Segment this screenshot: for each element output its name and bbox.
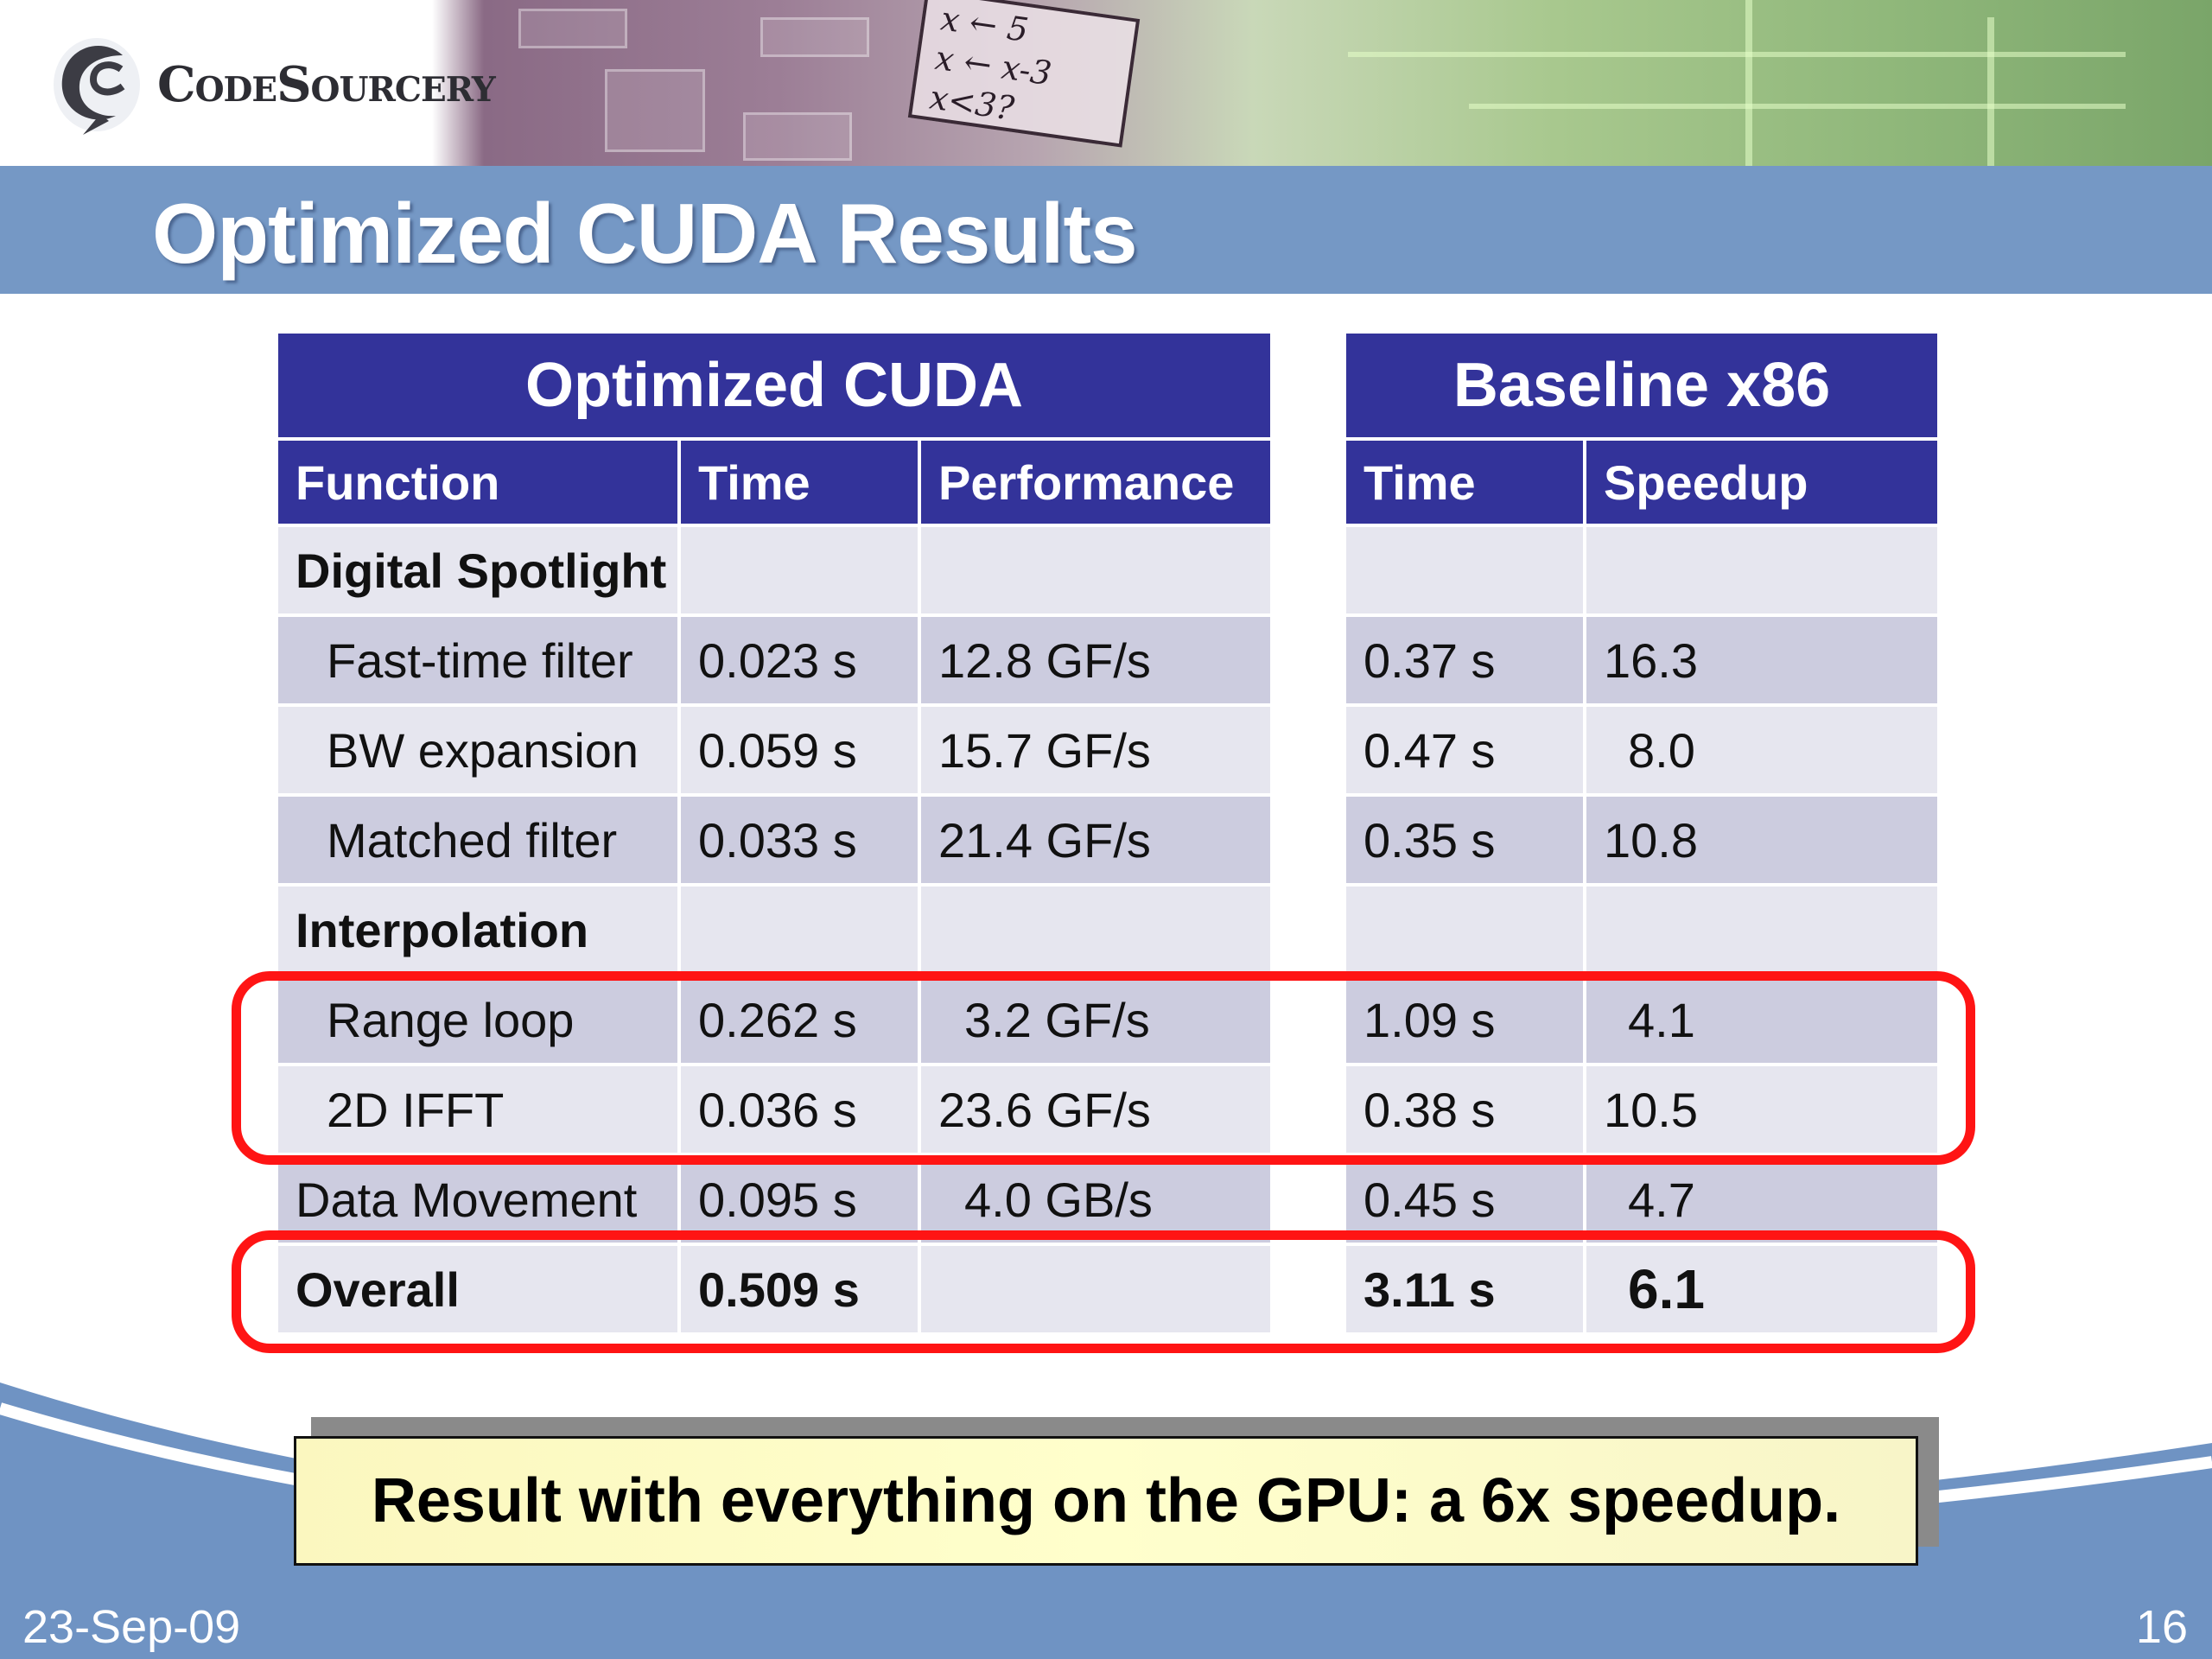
time-cell: 0.036 s (681, 1066, 918, 1153)
column-header-function: Function (278, 441, 677, 524)
summary-callout: Result with everything on the GPU: a 6x … (294, 1436, 1918, 1566)
speedup-cell: 6.1 (1586, 1246, 1938, 1332)
performance-cell: 12.8 GF/s (921, 617, 1270, 703)
table-row (1346, 527, 1938, 613)
banner-uml-box (518, 9, 627, 48)
highlight-interpolation-rows (232, 971, 1975, 1165)
cuda-group-header: Optimized CUDA (278, 334, 1270, 437)
speedup-cell (1586, 887, 1938, 973)
column-header-performance: Performance (921, 441, 1270, 524)
time-cell: 1.09 s (1346, 976, 1583, 1063)
table-row: Fast-time filter 0.023 s 12.8 GF/s (278, 617, 1270, 703)
circuit-trace (1987, 17, 1994, 166)
speedup-cell: 10.8 (1586, 797, 1938, 883)
time-cell: 0.45 s (1346, 1156, 1583, 1243)
time-cell: 0.38 s (1346, 1066, 1583, 1153)
function-cell: Interpolation (278, 887, 677, 973)
function-cell: Data Movement (278, 1156, 677, 1243)
speedup-cell: 4.1 (1586, 976, 1938, 1063)
time-cell (681, 527, 918, 613)
function-cell: Fast-time filter (278, 617, 677, 703)
table-row: BW expansion 0.059 s 15.7 GF/s (278, 707, 1270, 793)
function-cell: Matched filter (278, 797, 677, 883)
banner-uml-box (760, 17, 869, 57)
performance-cell (921, 527, 1270, 613)
performance-cell: 4.0 GB/s (921, 1156, 1270, 1243)
highlight-overall-row (232, 1230, 1975, 1353)
performance-cell: 23.6 GF/s (921, 1066, 1270, 1153)
page-title: Optimized CUDA Results (152, 186, 1138, 281)
performance-cell (921, 1246, 1270, 1332)
codesourcery-logo: CodeSourcery (48, 31, 496, 138)
function-cell: Range loop (278, 976, 677, 1063)
table-row: 0.47 s 8.0 (1346, 707, 1938, 793)
table-row: Digital Spotlight (278, 527, 1270, 613)
table-row: 0.38 s 10.5 (1346, 1066, 1938, 1153)
column-header-time: Time (1346, 441, 1583, 524)
speedup-cell: 4.7 (1586, 1156, 1938, 1243)
table-row: Interpolation (278, 887, 1270, 973)
table-row: 1.09 s 4.1 (1346, 976, 1938, 1063)
time-cell: 0.033 s (681, 797, 918, 883)
x86-group-header: Baseline x86 (1346, 334, 1938, 437)
speedup-cell: 10.5 (1586, 1066, 1938, 1153)
function-cell: Overall (278, 1246, 677, 1332)
speedup-cell: 8.0 (1586, 707, 1938, 793)
time-cell: 3.11 s (1346, 1246, 1583, 1332)
time-cell: 0.059 s (681, 707, 918, 793)
performance-value: 3.2 GF/s (964, 992, 1150, 1047)
table-row: 0.37 s 16.3 (1346, 617, 1938, 703)
time-cell: 0.509 s (681, 1246, 918, 1332)
banner-code-card: x ← 5 x ← x-3 x<3? (907, 0, 1141, 148)
table-row: Data Movement 0.095 s 4.0 GB/s (278, 1156, 1270, 1243)
circuit-trace (1348, 52, 2126, 57)
speedup-value: 4.7 (1628, 1172, 1695, 1227)
table-row: 0.45 s 4.7 (1346, 1156, 1938, 1243)
speedup-value: 8.0 (1628, 722, 1695, 778)
function-cell: BW expansion (278, 707, 677, 793)
performance-value: 4.0 GB/s (964, 1172, 1153, 1227)
speedup-value: 4.1 (1628, 992, 1695, 1047)
table-row (1346, 887, 1938, 973)
speedup-cell: 16.3 (1586, 617, 1938, 703)
time-cell: 0.095 s (681, 1156, 918, 1243)
header-banner: x ← 5 x ← x-3 x<3? (0, 0, 2212, 166)
circuit-trace (1469, 104, 2126, 109)
time-cell (1346, 887, 1583, 973)
time-cell: 0.35 s (1346, 797, 1583, 883)
circuit-trace (1745, 0, 1752, 166)
table-row: 2D IFFT 0.036 s 23.6 GF/s (278, 1066, 1270, 1153)
speedup-value: 6.1 (1628, 1258, 1705, 1320)
performance-cell: 15.7 GF/s (921, 707, 1270, 793)
function-cell: 2D IFFT (278, 1066, 677, 1153)
cuda-results-table: Optimized CUDA Function Time Performance… (275, 330, 1274, 1336)
table-row-overall: Overall 0.509 s (278, 1246, 1270, 1332)
footer-date: 23-Sep-09 (22, 1601, 241, 1653)
logo-swirl-icon (54, 38, 140, 135)
speedup-cell (1586, 527, 1938, 613)
time-cell (681, 887, 918, 973)
page-number: 16 (2135, 1601, 2188, 1653)
table-row: Matched filter 0.033 s 21.4 GF/s (278, 797, 1270, 883)
time-cell: 0.47 s (1346, 707, 1583, 793)
logo-text: CodeSourcery (157, 56, 496, 113)
performance-cell (921, 887, 1270, 973)
table-row: Range loop 0.262 s 3.2 GF/s (278, 976, 1270, 1063)
x86-baseline-table: Baseline x86 Time Speedup 0.37 s 16.3 0.… (1343, 330, 1941, 1336)
time-cell: 0.37 s (1346, 617, 1583, 703)
time-cell: 0.262 s (681, 976, 918, 1063)
time-cell: 0.023 s (681, 617, 918, 703)
banner-uml-box (605, 69, 705, 152)
column-header-speedup: Speedup (1586, 441, 1938, 524)
column-header-time: Time (681, 441, 918, 524)
table-row-overall: 3.11 s 6.1 (1346, 1246, 1938, 1332)
performance-cell: 3.2 GF/s (921, 976, 1270, 1063)
function-cell: Digital Spotlight (278, 527, 677, 613)
table-row: 0.35 s 10.8 (1346, 797, 1938, 883)
banner-uml-box (743, 112, 852, 161)
title-bar (0, 166, 2212, 294)
performance-cell: 21.4 GF/s (921, 797, 1270, 883)
time-cell (1346, 527, 1583, 613)
